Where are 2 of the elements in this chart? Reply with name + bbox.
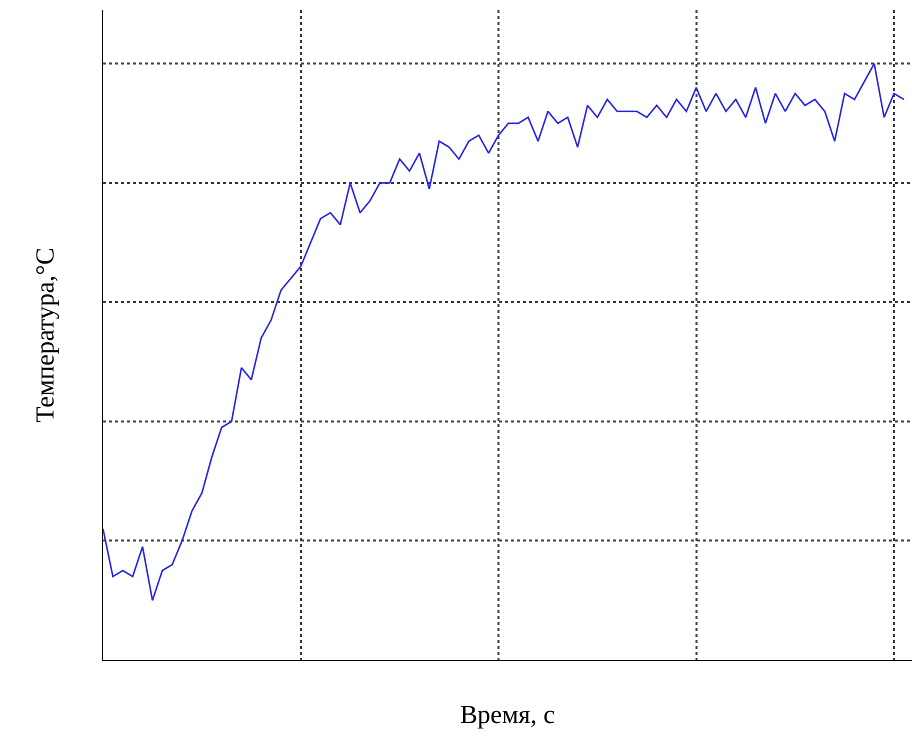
x-axis-title: Время, с bbox=[460, 700, 555, 730]
y-axis-title: Температура,°C bbox=[30, 247, 60, 423]
